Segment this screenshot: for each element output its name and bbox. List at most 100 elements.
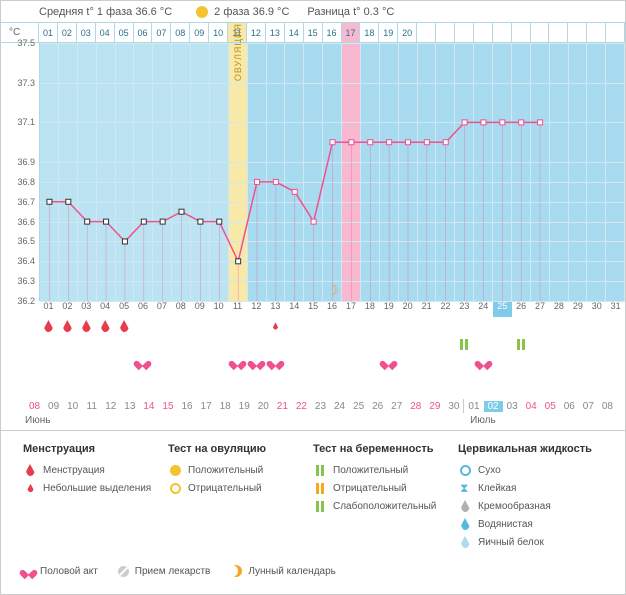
circle-outline-icon	[460, 465, 471, 476]
x-day: 19	[379, 301, 398, 317]
x-day: 04	[96, 301, 115, 317]
calendar-day[interactable]: 17	[197, 401, 216, 412]
cycle-day-cell: 06	[134, 23, 153, 42]
x-day: 24	[474, 301, 493, 317]
cycle-day-cell: 20	[398, 23, 417, 42]
cycle-day-cell	[568, 23, 587, 42]
cycle-day-cell	[512, 23, 531, 42]
drop-icon	[461, 536, 470, 548]
calendar-day[interactable]: 18	[216, 401, 235, 412]
x-day: 10	[209, 301, 228, 317]
drop-icon	[120, 320, 129, 332]
calendar-day[interactable]: 13	[120, 401, 139, 412]
drop-icon	[82, 320, 91, 332]
calendar-day[interactable]: 28	[406, 401, 425, 412]
cycle-day-cell: 03	[77, 23, 96, 42]
calendar-day[interactable]: 27	[387, 401, 406, 412]
calendar-day[interactable]: 06	[560, 401, 579, 412]
cycle-day-cell: 10	[209, 23, 228, 42]
heart-icon	[251, 357, 262, 367]
cycle-day-cell	[531, 23, 550, 42]
drop-icon	[461, 500, 470, 512]
heart-icon	[478, 357, 489, 367]
calendar-day[interactable]: 12	[101, 401, 120, 412]
calendar-day[interactable]: 04	[522, 401, 541, 412]
cycle-day-cell	[587, 23, 606, 42]
cycle-day-cell: 18	[360, 23, 379, 42]
calendar-day[interactable]: 16	[178, 401, 197, 412]
calendar-day[interactable]: 01	[464, 401, 483, 412]
cycle-day-cell: 16	[323, 23, 342, 42]
x-day: 20	[398, 301, 417, 317]
cycle-day-cell	[606, 23, 625, 42]
drop-icon	[63, 320, 72, 332]
calendar-day[interactable]: 08	[25, 401, 44, 412]
calendar-day[interactable]: 15	[158, 401, 177, 412]
calendar-day[interactable]: 22	[292, 401, 311, 412]
cycle-day-cell: 19	[379, 23, 398, 42]
calendar-day[interactable]: 19	[235, 401, 254, 412]
cycle-day-cell: 12	[247, 23, 266, 42]
calendar-day[interactable]: 07	[579, 401, 598, 412]
calendar-day[interactable]: 23	[311, 401, 330, 412]
icon-cell	[228, 357, 247, 367]
x-day: 09	[190, 301, 209, 317]
x-day: 07	[152, 301, 171, 317]
calendar-day[interactable]: 29	[425, 401, 444, 412]
calendar-day[interactable]: 25	[349, 401, 368, 412]
circle-filled-icon	[170, 465, 181, 476]
x-day: 03	[77, 301, 96, 317]
calendar-day[interactable]: 05	[541, 401, 560, 412]
calendar-day[interactable]: 11	[82, 401, 101, 412]
legend-preg-title: Тест на беременность	[313, 443, 458, 455]
legend-cervical: Цервикальная жидкость Сухо Клейкая Кремо…	[458, 443, 603, 551]
x-day: 08	[171, 301, 190, 317]
legend-cerv-egg: Яичный белок	[478, 537, 544, 548]
phase1-label: Средняя t° 1 фаза 36.6 °C	[39, 6, 172, 18]
cycle-day-cell: 05	[115, 23, 134, 42]
legend-small-label: Небольшие выделения	[43, 483, 151, 494]
cycle-day-cell: 07	[152, 23, 171, 42]
legend-bottom: Половой акт Прием лекарств Лунный календ…	[1, 559, 625, 583]
legend-menstr-label: Менструация	[43, 465, 105, 476]
heart-icon	[23, 566, 34, 576]
icon-cell	[512, 339, 531, 350]
x-day: 02	[58, 301, 77, 317]
phase2-label: 2 фаза 36.9 °C	[214, 6, 289, 18]
icon-cell	[266, 320, 285, 332]
heart-icon	[383, 357, 394, 367]
icon-cell	[58, 320, 77, 332]
calendar-day[interactable]: 08	[598, 401, 617, 412]
bars-icon	[517, 339, 525, 350]
icon-cell	[379, 357, 398, 367]
calendar-day[interactable]: 20	[254, 401, 273, 412]
cycle-day-cell: 08	[171, 23, 190, 42]
calendar-day[interactable]: 02	[484, 401, 503, 412]
moon-icon	[230, 565, 242, 577]
calendar-day[interactable]: 10	[63, 401, 82, 412]
x-day: 12	[247, 301, 266, 317]
legend-preg-weak: Слабоположительный	[333, 501, 436, 512]
drop-icon	[44, 320, 53, 332]
temperature-line: ☽	[40, 43, 625, 301]
heart-icon	[270, 357, 281, 367]
legend-pregnancy: Тест на беременность Положительный Отриц…	[313, 443, 458, 551]
calendar-day[interactable]: 26	[368, 401, 387, 412]
calendar-day[interactable]: 30	[444, 401, 463, 412]
x-day: 06	[134, 301, 153, 317]
calendar-day[interactable]: 09	[44, 401, 63, 412]
calendar-day[interactable]: 14	[139, 401, 158, 412]
icon-cell	[39, 320, 58, 332]
legend-cerv-title: Цервикальная жидкость	[458, 443, 603, 455]
calendar-day[interactable]: 21	[273, 401, 292, 412]
circle-outline-icon	[170, 483, 181, 494]
legend-ovul-title: Тест на овуляцию	[168, 443, 313, 455]
plot-area: ОВУЛЯЦИЯ ☽	[39, 43, 625, 301]
cycle-day-cell: 15	[304, 23, 323, 42]
calendar-day[interactable]: 03	[503, 401, 522, 412]
calendar-day[interactable]: 24	[330, 401, 349, 412]
heart-icon	[137, 357, 148, 367]
svg-text:☽: ☽	[326, 282, 339, 298]
legend-cerv-sticky: Клейкая	[478, 483, 516, 494]
legend-preg-neg: Отрицательный	[333, 483, 407, 494]
